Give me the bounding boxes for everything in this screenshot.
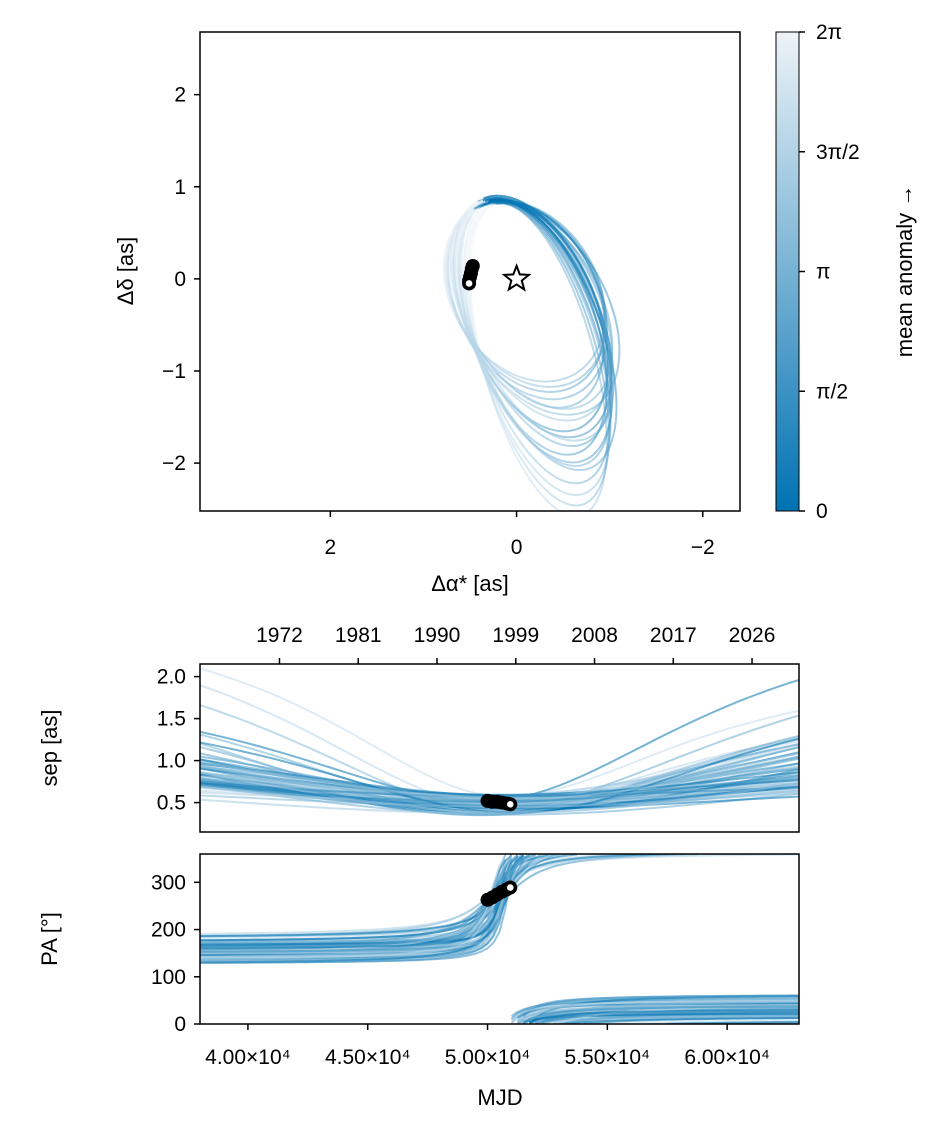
orbit-xlabel: Δα* [as] [431,571,509,596]
mjd-tick-label: 4.50×10⁴ [325,1046,411,1069]
mjd-tick-label: 5.50×10⁴ [565,1046,651,1069]
star-marker [501,263,532,292]
separation-curve [200,771,799,814]
orbit-xtick-label: −2 [691,536,715,559]
orbit-plot-frame [199,31,741,512]
pa-ytick-label: 200 [151,919,186,942]
orbit-ytick-label: 2 [174,84,186,107]
year-tick-label: 2026 [729,624,776,647]
colorbar: 0 π/2 π 3π/2 2π mean anomaly → [775,21,917,523]
colorbar-tick-label: 0 [816,500,828,523]
mjd-axis-ticks: 4.00×10⁴ 4.50×10⁴ 5.00×10⁴ 5.50×10⁴ 6.00×10⁴ [205,1024,770,1069]
pa-plot: 0 100 200 300 4.00×10⁴ 4.50×10⁴ 5.00×10⁴ 5.50×… [37,853,800,1110]
pa-curve [200,854,799,1020]
pa-curve [200,854,799,1023]
pa-obs-highlight [506,884,514,891]
orbit-13 [464,201,612,496]
year-axis-ticks: 1972 1981 1990 1999 2008 2017 2026 [256,624,775,664]
mjd-xlabel: MJD [477,1085,522,1110]
orbit-x-ticks: 2 0 −2 [325,511,715,559]
separation-plot: 0.5 1.0 1.5 2.0 1972 1981 1990 1999 2008 2017 202… [37,624,800,833]
pa-curve [200,854,799,1024]
colorbar-gradient [775,31,800,512]
year-tick-label: 1990 [414,624,461,647]
orbit-xtick-label: 2 [325,536,337,559]
year-tick-label: 1999 [492,624,539,647]
colorbar-ticks: 0 π/2 π 3π/2 2π [799,21,860,523]
mjd-tick-label: 6.00×10⁴ [684,1046,770,1069]
year-tick-label: 1972 [256,624,303,647]
pa-curve [200,854,799,1024]
pa-ytick-label: 0 [174,1013,186,1036]
separation-ylabel: sep [as] [37,709,62,786]
sep-ytick-label: 0.5 [157,792,186,815]
sep-ytick-label: 2.0 [157,666,186,689]
mjd-tick-label: 4.00×10⁴ [205,1046,291,1069]
orbit-7 [466,201,610,507]
sep-obs-highlight [506,800,514,808]
colorbar-tick-label: π/2 [816,380,848,403]
sep-ytick-label: 1.0 [157,750,186,773]
orbit-obs-highlight [465,280,473,287]
pa-plot-frame [199,853,800,1025]
separation-plot-frame [199,663,800,833]
pa-ytick-label: 300 [151,871,186,894]
separation-observations [480,793,518,812]
pa-ylabel: PA [°] [37,912,62,966]
orbit-lines [442,194,621,511]
orbit-20 [444,200,607,388]
separation-lines [200,667,799,817]
orbit-ytick-label: −2 [162,452,186,475]
orbit-ytick-label: 1 [174,176,186,199]
mjd-tick-label: 5.00×10⁴ [445,1046,531,1069]
colorbar-label: mean anomaly → [892,185,917,357]
year-tick-label: 1981 [335,624,382,647]
separation-curve [200,784,799,816]
pa-ytick-label: 100 [151,966,186,989]
separation-y-ticks: 0.5 1.0 1.5 2.0 [157,666,200,815]
orbit-observations [462,258,480,291]
year-tick-label: 2008 [571,624,618,647]
colorbar-tick-label: 3π/2 [816,141,860,164]
sep-ytick-label: 1.5 [157,708,186,731]
pa-lines [200,854,799,1024]
pa-observations [480,880,518,907]
year-tick-label: 2017 [650,624,697,647]
orbit-plot: 2 0 −2 −2 −1 0 1 2 Δα* [as] Δδ [as] [113,31,741,596]
pa-y-ticks: 0 100 200 300 [151,871,200,1036]
pa-curve [200,855,799,1018]
orbit-ytick-label: 0 [174,268,186,291]
colorbar-tick-label: π [816,261,831,284]
orbit-y-ticks: −2 −1 0 1 2 [162,84,200,475]
orbit-ytick-label: −1 [162,360,186,383]
orbit-ylabel: Δδ [as] [113,237,138,306]
colorbar-tick-label: 2π [816,21,842,44]
orbit-xtick-label: 0 [511,536,523,559]
